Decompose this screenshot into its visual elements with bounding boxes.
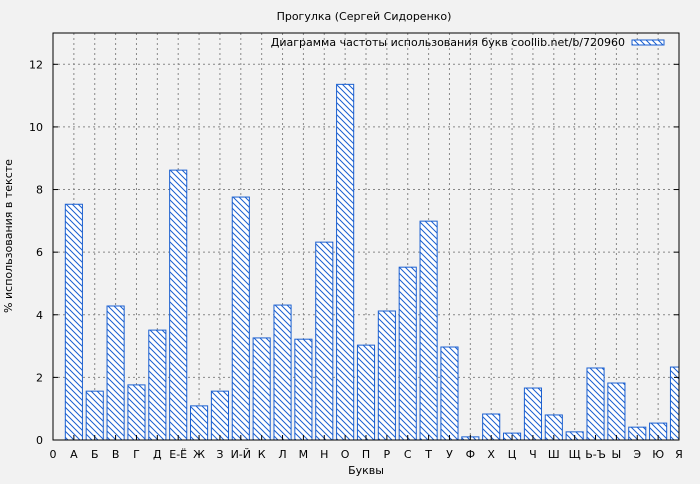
y-tick-label: 4	[36, 309, 43, 322]
y-tick-label: 6	[36, 246, 43, 259]
x-tick-label: В	[112, 448, 120, 461]
x-tick-label: С	[404, 448, 412, 461]
y-tick-label: 10	[29, 121, 43, 134]
bar-Б	[85, 390, 104, 440]
x-tick-label: Ю	[652, 448, 664, 461]
x-tick-label: П	[362, 448, 370, 461]
x-tick-label: Ь-Ъ	[585, 448, 606, 461]
bar-Э	[628, 426, 647, 440]
x-tick-label: К	[258, 448, 266, 461]
bar-И-Й	[231, 196, 250, 440]
x-tick-label: 0	[50, 448, 57, 461]
x-tick-label: О	[341, 448, 350, 461]
x-tick-label: Д	[153, 448, 162, 461]
x-tick-label: Ш	[548, 448, 560, 461]
y-tick-label: 0	[36, 434, 43, 447]
y-tick-label: 8	[36, 184, 43, 197]
x-tick-label: Я	[675, 448, 683, 461]
bar-Л	[273, 304, 292, 440]
x-tick-label: Т	[424, 448, 432, 461]
x-tick-label: Ф	[466, 448, 475, 461]
bar-Н	[315, 241, 334, 440]
bar-Х	[482, 413, 501, 440]
x-tick-label: Н	[320, 448, 328, 461]
x-tick-label: Ж	[193, 448, 205, 461]
legend-label: Диаграмма частоты использования букв coo…	[271, 36, 625, 49]
x-tick-label: Р	[384, 448, 391, 461]
bar-О	[336, 83, 355, 440]
x-tick-label: З	[216, 448, 223, 461]
x-tick-label: Ы	[612, 448, 622, 461]
bar-Д	[148, 329, 167, 440]
legend-swatch	[631, 39, 665, 46]
x-tick-label: Э	[633, 448, 641, 461]
bar-Е-Ё	[169, 169, 188, 440]
x-tick-label: У	[446, 448, 453, 461]
x-tick-label: Б	[91, 448, 99, 461]
x-tick-label: Х	[487, 448, 495, 461]
x-tick-label: М	[299, 448, 309, 461]
y-tick-label: 2	[36, 371, 43, 384]
bar-В	[106, 305, 125, 440]
x-tick-label: Л	[278, 448, 286, 461]
x-axis-label: Буквы	[348, 464, 384, 477]
bar-К	[252, 337, 271, 440]
bar-П	[356, 344, 376, 440]
bar-Ж	[190, 405, 209, 440]
bar-Ч	[523, 387, 542, 440]
x-tick-label: Г	[133, 448, 140, 461]
bar-А	[64, 203, 83, 440]
x-tick-label: Ц	[508, 448, 517, 461]
bar-Ы	[607, 382, 626, 440]
bar-Ь-Ъ	[586, 367, 605, 440]
chart-title: Прогулка (Сергей Сидоренко)	[277, 10, 452, 23]
x-tick-label: Щ	[569, 448, 581, 461]
x-tick-label: Е-Ё	[169, 448, 187, 461]
y-tick-label: 12	[29, 58, 43, 71]
y-axis-label: % использования в тексте	[2, 159, 15, 313]
x-tick-label: А	[70, 448, 78, 461]
bar-М	[294, 338, 313, 440]
bar-У	[440, 346, 459, 440]
bar-Г	[127, 384, 146, 440]
bar-Т	[419, 220, 438, 440]
x-tick-label: И-Й	[231, 448, 251, 461]
bar-З	[210, 390, 229, 440]
x-tick-label: Ч	[529, 448, 537, 461]
bar-Ш	[544, 414, 563, 440]
bar-С	[398, 266, 417, 440]
bar-Р	[377, 310, 396, 440]
